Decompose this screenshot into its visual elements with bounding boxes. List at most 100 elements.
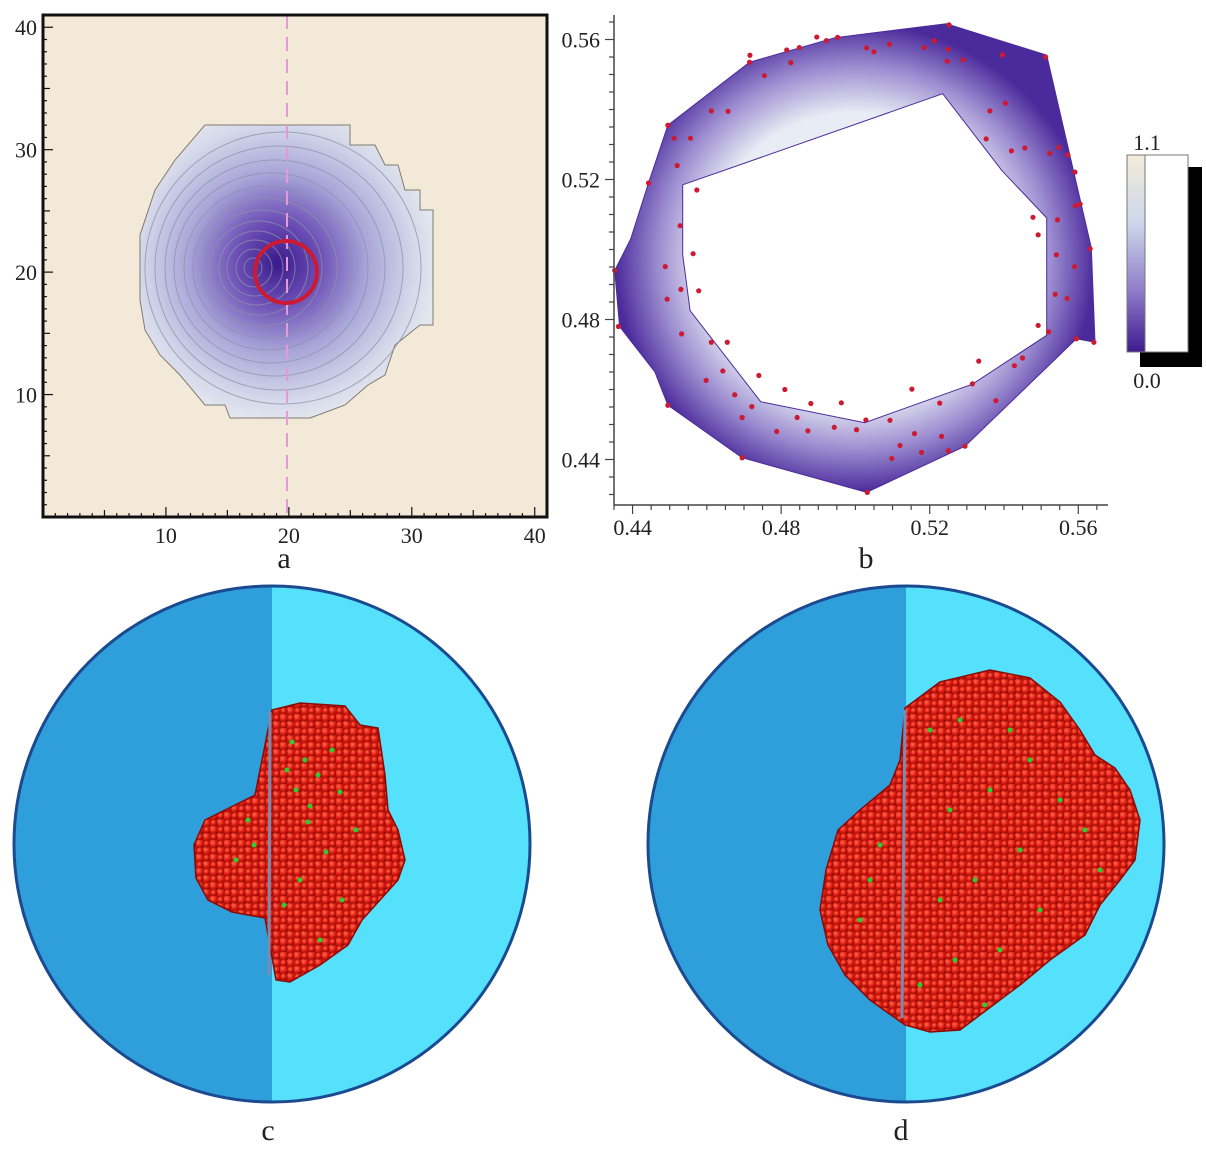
panel-b-point [987, 108, 993, 114]
panel-d-divider [900, 709, 907, 1019]
panel-b-point [1047, 150, 1053, 156]
panel-a-x-tick-label: 20 [278, 523, 300, 548]
panel-b-point [674, 162, 680, 169]
panel-b-point [969, 381, 976, 387]
panel-b-point [1022, 145, 1028, 151]
panel-d-label: d [894, 1114, 909, 1147]
panel-b-point [708, 339, 714, 345]
panel-b-point [671, 135, 677, 141]
colorbar-white-panel [1144, 154, 1189, 353]
panel-b-point [814, 34, 820, 40]
panel-b-point [794, 414, 800, 421]
panel-b-point [835, 34, 841, 41]
panel-b-point [983, 136, 989, 142]
panel-b-x-tick-label: 0.52 [910, 515, 949, 540]
panel-b-point [784, 47, 790, 53]
panel-b-point [946, 22, 952, 28]
panel-c-cluster [193, 702, 406, 983]
panel-b-point [939, 433, 945, 439]
colorbar-gradient [1126, 154, 1146, 353]
panel-b-point [976, 358, 982, 364]
panel-c-sphere-rim [12, 584, 532, 1104]
panel-b-point [687, 135, 694, 141]
panel-b-point [864, 489, 870, 495]
panel-b-point [645, 180, 652, 186]
panel-b-point [1043, 54, 1049, 60]
panel-b-point [863, 417, 869, 423]
panel-b: 0.44 0.48 0.52 0.56 0.44 0.48 0.52 0.56 1.1 0.0… [562, 15, 1202, 575]
panel-b-point [1002, 100, 1009, 106]
colorbar-shadow [1188, 167, 1202, 367]
panel-b-point [1077, 201, 1083, 207]
panel-b-point [897, 442, 903, 449]
panel-a-y-tick-label: 30 [15, 138, 37, 163]
panel-b-x-tick-label: 0.56 [1059, 515, 1098, 540]
panel-b-point [1064, 295, 1070, 302]
panel-b-point [749, 404, 755, 410]
panel-b-point [1071, 264, 1078, 270]
panel-b-point [694, 187, 700, 193]
panel-a-y-tick-label: 40 [15, 15, 37, 40]
panel-a-x-tick-label: 10 [155, 523, 177, 548]
panel-b-point [1045, 329, 1052, 335]
panel-d: d [646, 584, 1166, 1147]
panel-b-point [1008, 148, 1015, 154]
panel-a-marker-circle [253, 239, 319, 305]
panel-b-point [1054, 217, 1061, 223]
panel-b-point [1091, 339, 1097, 345]
panel-b-point [831, 424, 837, 430]
panel-b-point [1087, 246, 1093, 252]
panel-b-axes: 0.44 0.48 0.52 0.56 0.44 0.48 0.52 0.56 [562, 21, 1098, 540]
panel-a: 10 20 30 40 10 20 30 40 a [15, 13, 549, 575]
panel-b-point [724, 339, 730, 345]
panel-b-point [679, 331, 685, 337]
panel-b-point [1035, 232, 1041, 238]
panel-a-y-tick-label: 10 [15, 383, 37, 408]
panel-a-x-tick-label: 30 [401, 523, 423, 548]
panel-c-green-atoms [233, 739, 359, 943]
panel-b-point [756, 372, 762, 379]
panel-c-divider [267, 711, 272, 976]
panel-b-point [887, 41, 893, 48]
panel-d-green-atoms [857, 717, 1103, 1008]
colorbar-shadow-bottom [1140, 352, 1202, 367]
panel-b-point [761, 72, 768, 79]
panel-b-point [665, 122, 671, 128]
panel-b-points [612, 22, 1097, 495]
panel-b-point [1072, 169, 1078, 175]
panel-b-point [708, 108, 714, 114]
panel-b-point [774, 428, 780, 435]
panel-b-point [615, 323, 622, 330]
panel-b-point [921, 44, 927, 51]
panel-b-point [871, 49, 877, 55]
panel-b-y-tick-label: 0.52 [562, 168, 601, 193]
panel-b-point [911, 431, 918, 437]
panel-d-sphere-rim [646, 584, 1166, 1104]
panel-a-frame [41, 13, 549, 519]
panel-b-point [808, 400, 814, 407]
panel-b-point [747, 52, 753, 58]
panel-b-point [838, 400, 844, 406]
panel-b-y-tick-label: 0.48 [562, 308, 601, 333]
panel-b-point [1035, 322, 1041, 329]
panel-a-label: a [277, 542, 290, 575]
panel-b-point [1056, 144, 1062, 150]
panel-b-point [664, 296, 670, 302]
colorbar-max-label: 1.1 [1133, 130, 1161, 155]
panel-b-y-tick-label: 0.44 [562, 448, 601, 473]
panel-a-x-tick-label: 40 [524, 523, 546, 548]
panel-b-x-tick-label: 0.48 [762, 515, 801, 540]
panel-b-point [937, 400, 943, 406]
panel-b-point [665, 402, 671, 408]
panel-b-point [889, 455, 895, 462]
panel-b-point [1065, 152, 1071, 158]
colorbar-min-label: 0.0 [1133, 368, 1161, 393]
panel-b-point [805, 428, 811, 434]
panel-b-point [909, 386, 915, 392]
panel-b-point [739, 455, 745, 461]
panel-b-point [945, 46, 951, 52]
panel-b-ring [614, 23, 1096, 493]
panel-b-point [678, 286, 684, 292]
panel-b-point [863, 45, 870, 51]
panel-b-label: b [859, 542, 874, 575]
